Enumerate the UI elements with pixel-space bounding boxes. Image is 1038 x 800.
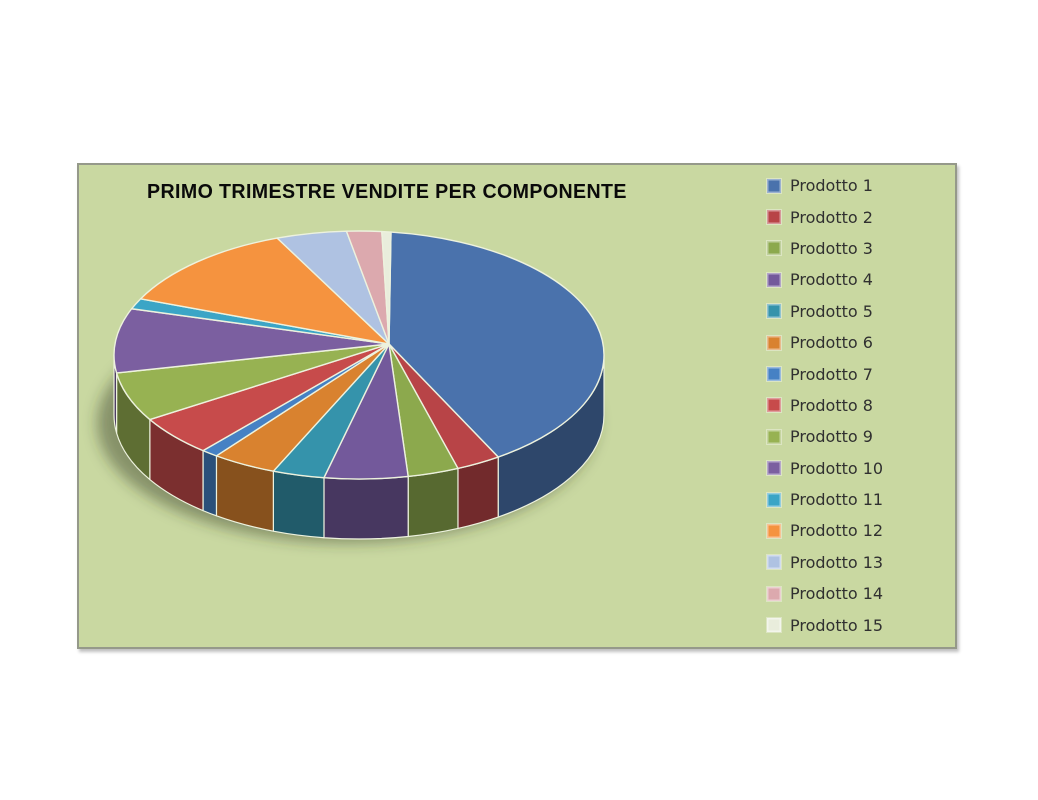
legend-item[interactable]: Prodotto 6 bbox=[767, 327, 883, 358]
legend-item[interactable]: Prodotto 4 bbox=[767, 264, 883, 295]
legend-label: Prodotto 12 bbox=[790, 521, 884, 541]
legend-item[interactable]: Prodotto 7 bbox=[767, 358, 883, 389]
legend-item[interactable]: Prodotto 13 bbox=[767, 547, 883, 578]
pie-slice-10[interactable] bbox=[113, 308, 390, 374]
legend-swatch bbox=[767, 178, 781, 193]
legend-item[interactable]: Prodotto 2 bbox=[767, 201, 883, 232]
legend-label: Prodotto 11 bbox=[790, 490, 884, 510]
legend-label: Prodotto 8 bbox=[790, 395, 873, 415]
legend-label: Prodotto 14 bbox=[790, 584, 884, 604]
legend-swatch bbox=[767, 367, 781, 382]
legend-label: Prodotto 13 bbox=[790, 552, 884, 572]
legend-label: Prodotto 15 bbox=[790, 615, 884, 635]
legend-label: Prodotto 4 bbox=[790, 270, 873, 290]
legend-swatch bbox=[767, 523, 781, 538]
pie-slice-side-3[interactable] bbox=[407, 467, 459, 538]
legend-item[interactable]: Prodotto 15 bbox=[767, 609, 883, 640]
legend-item[interactable]: Prodotto 12 bbox=[767, 515, 883, 546]
legend-swatch bbox=[767, 335, 781, 350]
pie-slice-side-7[interactable] bbox=[202, 450, 218, 517]
legend-item[interactable]: Prodotto 1 bbox=[767, 170, 883, 201]
legend: Prodotto 1 Prodotto 2 Prodotto 3 Prodotto 4… bbox=[767, 170, 883, 641]
legend-swatch bbox=[767, 492, 781, 507]
legend-item[interactable]: Prodotto 3 bbox=[767, 233, 883, 264]
legend-item[interactable]: Prodotto 5 bbox=[767, 296, 883, 327]
legend-label: Prodotto 6 bbox=[790, 333, 873, 353]
legend-swatch bbox=[767, 272, 781, 287]
pie-slice-side-5[interactable] bbox=[272, 470, 325, 539]
pie-slice-12[interactable] bbox=[139, 237, 390, 345]
legend-item[interactable]: Prodotto 11 bbox=[767, 484, 883, 515]
legend-label: Prodotto 3 bbox=[790, 238, 873, 258]
legend-swatch bbox=[767, 618, 781, 633]
legend-swatch bbox=[767, 210, 781, 225]
legend-label: Prodotto 5 bbox=[790, 301, 873, 321]
legend-item[interactable]: Prodotto 8 bbox=[767, 390, 883, 421]
legend-label: Prodotto 10 bbox=[790, 458, 884, 478]
pie-slice-1[interactable] bbox=[388, 231, 605, 458]
legend-label: Prodotto 1 bbox=[790, 176, 873, 196]
legend-swatch bbox=[767, 241, 781, 256]
legend-item[interactable]: Prodotto 14 bbox=[767, 578, 883, 609]
legend-swatch bbox=[767, 461, 781, 476]
pie-chart bbox=[97, 230, 605, 543]
legend-swatch bbox=[767, 398, 781, 413]
legend-swatch bbox=[767, 586, 781, 601]
pie-slice-15[interactable] bbox=[381, 230, 392, 345]
legend-label: Prodotto 2 bbox=[790, 207, 873, 227]
chart-panel[interactable]: PRIMO TRIMESTRE VENDITE PER COMPONENTE P… bbox=[77, 163, 957, 649]
legend-label: Prodotto 7 bbox=[790, 364, 873, 384]
legend-item[interactable]: Prodotto 9 bbox=[767, 421, 883, 452]
legend-item[interactable]: Prodotto 10 bbox=[767, 453, 883, 484]
pie-slice-side-4[interactable] bbox=[323, 475, 409, 540]
legend-swatch bbox=[767, 304, 781, 319]
legend-swatch bbox=[767, 555, 781, 570]
legend-swatch bbox=[767, 429, 781, 444]
legend-label: Prodotto 9 bbox=[790, 427, 873, 447]
chart-title[interactable]: PRIMO TRIMESTRE VENDITE PER COMPONENTE bbox=[147, 181, 627, 203]
